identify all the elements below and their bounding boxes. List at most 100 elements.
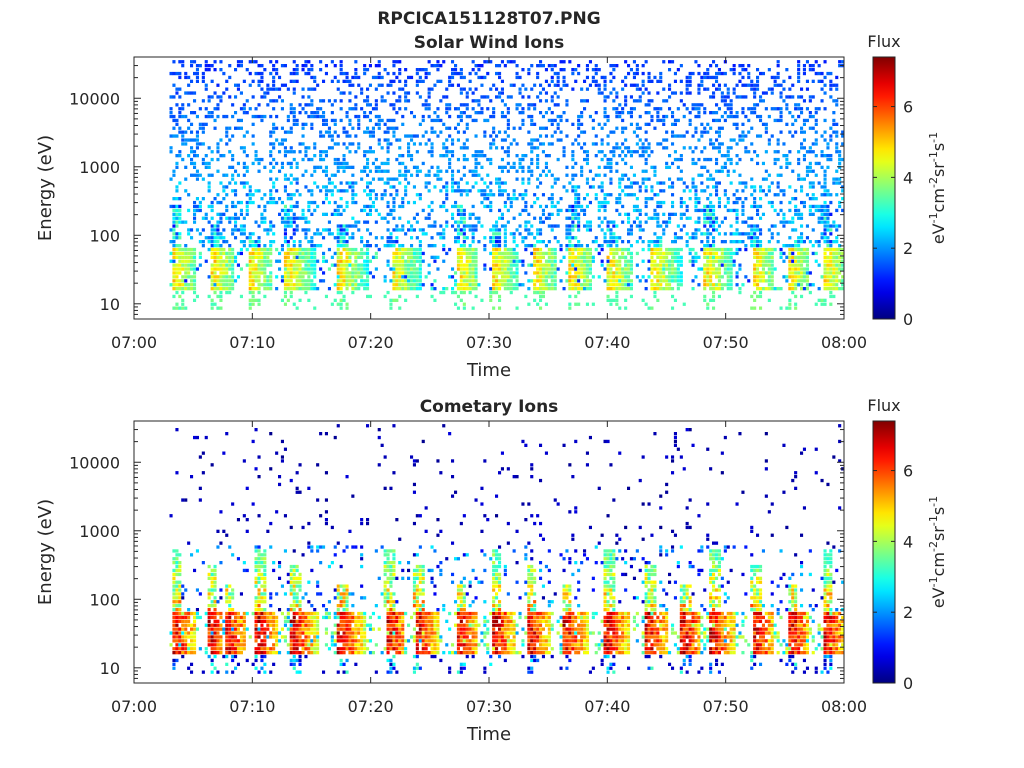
heatmap-cell (588, 224, 592, 228)
heatmap-cell (383, 68, 387, 72)
heatmap-cell (228, 216, 232, 220)
heatmap-cell (345, 181, 349, 185)
heatmap-cell (225, 208, 229, 213)
heatmap-cell (280, 279, 284, 283)
heatmap-cell (703, 255, 707, 259)
heatmap-cell (430, 255, 434, 259)
heatmap-cell (653, 107, 657, 111)
heatmap-cell (169, 107, 173, 111)
heatmap-cell (577, 134, 581, 138)
heatmap-cell (219, 154, 223, 158)
heatmap-cell (580, 208, 584, 213)
heatmap-cell (500, 259, 504, 263)
heatmap-cell (418, 228, 422, 232)
heatmap-cell (609, 298, 613, 302)
heatmap-cell (577, 216, 581, 220)
heatmap-cell (574, 224, 578, 228)
heatmap-cell (327, 126, 331, 130)
heatmap-cell (456, 224, 460, 228)
heatmap-cell (207, 220, 211, 224)
heatmap-cell (480, 165, 484, 169)
heatmap-cell (583, 255, 587, 259)
heatmap-cell (627, 263, 631, 267)
heatmap-cell (562, 68, 566, 72)
heatmap-cell (169, 177, 173, 181)
heatmap-cell (512, 275, 516, 279)
heatmap-cell (412, 216, 416, 220)
heatmap-cell (248, 244, 252, 248)
heatmap-cell (292, 240, 296, 244)
heatmap-cell (462, 247, 466, 252)
heatmap-cell (600, 200, 604, 205)
heatmap-cell (483, 193, 487, 197)
heatmap-cell (788, 75, 792, 80)
heatmap-cell (415, 134, 419, 138)
heatmap-cell (518, 103, 522, 107)
heatmap-cell (380, 177, 384, 181)
heatmap-cell (759, 99, 763, 103)
heatmap-cell (764, 169, 768, 173)
heatmap-cell (310, 283, 314, 287)
heatmap-cell (190, 161, 194, 166)
heatmap-cell (210, 95, 214, 99)
heatmap-cell (673, 275, 677, 279)
heatmap-cell (717, 107, 721, 111)
heatmap-cell (606, 294, 610, 299)
heatmap-cell (351, 185, 355, 189)
heatmap-cell (342, 208, 346, 213)
heatmap-cell (239, 126, 243, 130)
heatmap-cell (518, 91, 522, 95)
heatmap-cell (213, 232, 217, 236)
heatmap-cell (788, 111, 792, 115)
heatmap-cell (805, 87, 809, 91)
heatmap-cell (327, 181, 331, 185)
heatmap-cell (193, 165, 197, 169)
heatmap-cell (386, 263, 390, 267)
heatmap-cell (732, 68, 736, 72)
heatmap-cell (445, 287, 449, 291)
heatmap-cell (735, 189, 739, 193)
heatmap-cell (527, 244, 531, 248)
heatmap-cell (433, 220, 437, 224)
heatmap-cell (175, 118, 179, 123)
heatmap-cell (430, 150, 434, 154)
heatmap-cell (368, 146, 372, 150)
heatmap-cell (515, 251, 519, 256)
heatmap-cell (228, 267, 232, 271)
heatmap-cell (530, 150, 534, 154)
heatmap-cell (456, 189, 460, 193)
heatmap-cell (421, 79, 425, 83)
heatmap-cell (565, 271, 569, 275)
heatmap-cell (316, 244, 320, 248)
heatmap-cell (348, 91, 352, 95)
heatmap-cell (275, 68, 279, 72)
heatmap-cell (603, 79, 607, 83)
heatmap-cell (336, 236, 340, 240)
heatmap-cell (415, 294, 419, 299)
heatmap-cell (779, 91, 783, 95)
heatmap-cell (492, 247, 496, 252)
heatmap-cell (187, 255, 191, 259)
heatmap-cell (319, 244, 323, 248)
heatmap-cell (682, 103, 686, 107)
heatmap-cell (580, 204, 584, 209)
heatmap-cell (401, 275, 405, 279)
heatmap-cell (750, 157, 754, 162)
heatmap-cell (298, 255, 302, 259)
heatmap-cell (694, 193, 698, 197)
heatmap-cell (726, 263, 730, 267)
heatmap-cell (756, 275, 760, 279)
heatmap-cell (401, 255, 405, 259)
heatmap-cell (606, 228, 610, 232)
heatmap-cell (609, 193, 613, 197)
heatmap-cell (715, 161, 719, 166)
heatmap-cell (759, 197, 763, 201)
heatmap-cell (547, 275, 551, 279)
heatmap-cell (231, 154, 235, 158)
heatmap-cell (591, 302, 595, 306)
heatmap-cell (574, 271, 578, 275)
heatmap-cell (694, 200, 698, 205)
heatmap-cell (234, 236, 238, 240)
heatmap-cell (169, 204, 173, 209)
heatmap-cell (547, 118, 551, 123)
